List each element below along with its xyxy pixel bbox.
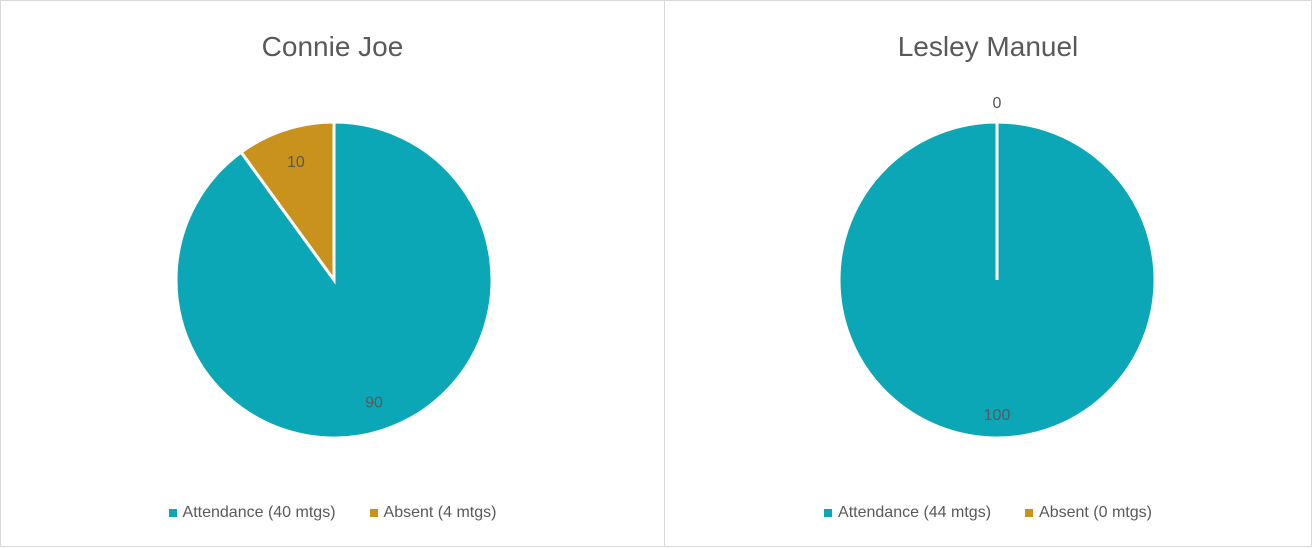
data-label: 90 [365,394,383,411]
pie-slice-absent[interactable] [239,120,336,285]
pie-chart: 100 0 [837,95,1157,440]
legend-label: Absent (0 mtgs) [1039,504,1152,521]
chart-panel-connie-joe[interactable]: Connie Joe 90 10 Attendance (40 mtgs) Abs… [0,0,665,547]
legend-swatch-absent [369,509,378,517]
data-label: 100 [984,407,1011,424]
legend-item-absent[interactable]: Absent (4 mtgs) [369,504,497,522]
chart-legend: Attendance (44 mtgs) Absent (0 mtgs) [665,504,1311,522]
legend-item-attendance[interactable]: Attendance (40 mtgs) [168,504,336,522]
legend-swatch-absent [1025,509,1034,517]
legend-swatch-attendance [824,509,833,517]
legend-label: Absent (4 mtgs) [383,504,497,521]
chart-legend: Attendance (40 mtgs) Absent (4 mtgs) [1,504,664,522]
data-label: 0 [993,95,1002,112]
legend-item-absent[interactable]: Absent (0 mtgs) [1025,504,1152,522]
legend-swatch-attendance [168,509,177,517]
data-label: 10 [287,154,305,171]
chart-title: Lesley Manuel [897,31,1079,62]
chart-panel-lesley-manuel[interactable]: Lesley Manuel 100 0 Attendance (44 mtgs) … [664,0,1312,547]
pie-chart: 90 10 [174,120,494,440]
legend-label: Attendance (40 mtgs) [182,504,336,521]
chart-title: Connie Joe [261,31,404,62]
legend-item-attendance[interactable]: Attendance (44 mtgs) [824,504,991,522]
legend-label: Attendance (44 mtgs) [838,504,992,521]
